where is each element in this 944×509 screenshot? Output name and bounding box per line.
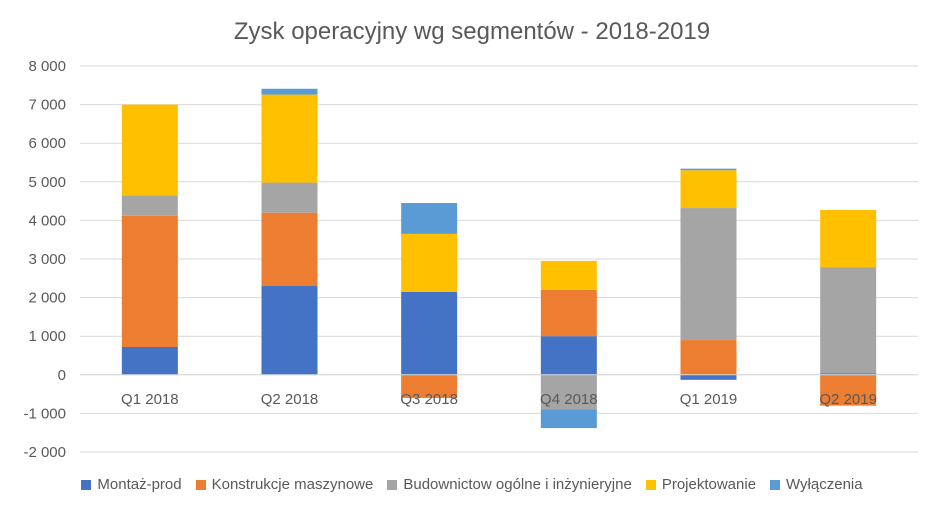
legend-item: Budownictow ogólne i inżynieryjne (387, 476, 632, 493)
y-tick-label: 8 000 (28, 58, 66, 75)
bar-segment (820, 209, 877, 268)
bar-segment (401, 203, 458, 234)
x-category-label: Q1 2019 (680, 391, 738, 408)
bar-segment (680, 340, 737, 375)
bar-segment (261, 88, 318, 95)
y-tick-label: 6 000 (28, 135, 66, 152)
legend-label: Montaż-prod (97, 476, 182, 493)
y-tick-label: 5 000 (28, 174, 66, 191)
bar-segment (540, 409, 597, 429)
x-category-label: Q1 2018 (121, 391, 179, 408)
bar-segment (401, 233, 458, 292)
legend-item: Projektowanie (645, 476, 757, 493)
bar-segment (680, 208, 737, 341)
chart-title: Zysk operacyjny wg segmentów - 2018-2019 (233, 18, 711, 45)
y-tick-label: 3 000 (28, 251, 66, 268)
legend-label: Budownictow ogólne i inżynieryjne (403, 476, 632, 493)
y-tick-label: 7 000 (28, 97, 66, 114)
chart-legend: Montaż-prod Konstrukcje maszynowe Budownic… (0, 476, 944, 493)
legend-swatch (195, 479, 206, 490)
bar-segment (820, 267, 877, 374)
bar-segment (680, 170, 737, 209)
legend-swatch (645, 479, 656, 490)
bar-segment (261, 212, 318, 287)
bar-segment (261, 182, 318, 213)
bar-segment (540, 289, 597, 337)
bar-segment (121, 215, 178, 348)
x-category-label: Q2 2018 (261, 391, 319, 408)
y-tick-label: -1 000 (23, 405, 66, 422)
x-category-label: Q3 2018 (400, 391, 458, 408)
y-tick-label: 0 (58, 367, 66, 384)
bar-segment (121, 347, 178, 375)
legend-item: Konstrukcje maszynowe (195, 476, 374, 493)
legend-swatch (81, 479, 92, 490)
legend-label: Projektowanie (661, 476, 757, 493)
legend-item: Wyłączenia (770, 476, 863, 493)
legend-label: Konstrukcje maszynowe (211, 476, 374, 493)
bar-segment (540, 336, 597, 375)
x-category-label: Q2 2019 (819, 391, 877, 408)
x-category-label: Q4 2018 (540, 391, 598, 408)
bar-segment (401, 291, 458, 375)
y-tick-label: -2 000 (23, 444, 66, 461)
bar-segment (680, 168, 737, 171)
bar-segment (820, 373, 877, 375)
bar-segment (540, 374, 597, 410)
y-tick-label: 4 000 (28, 212, 66, 229)
bar-segment (261, 94, 318, 183)
y-tick-label: 2 000 (28, 290, 66, 307)
bar-segment (401, 374, 458, 398)
y-tick-label: 1 000 (28, 328, 66, 345)
legend-swatch (387, 479, 398, 490)
bar-segment (680, 374, 737, 380)
bar-segment (121, 195, 178, 216)
bar-segment (820, 374, 877, 406)
bar-segment (261, 286, 318, 375)
legend-label: Wyłączenia (786, 476, 863, 493)
bar-segment (540, 260, 597, 290)
bar-segment (121, 104, 178, 196)
legend-item: Montaż-prod (81, 476, 182, 493)
legend-swatch (770, 479, 781, 490)
